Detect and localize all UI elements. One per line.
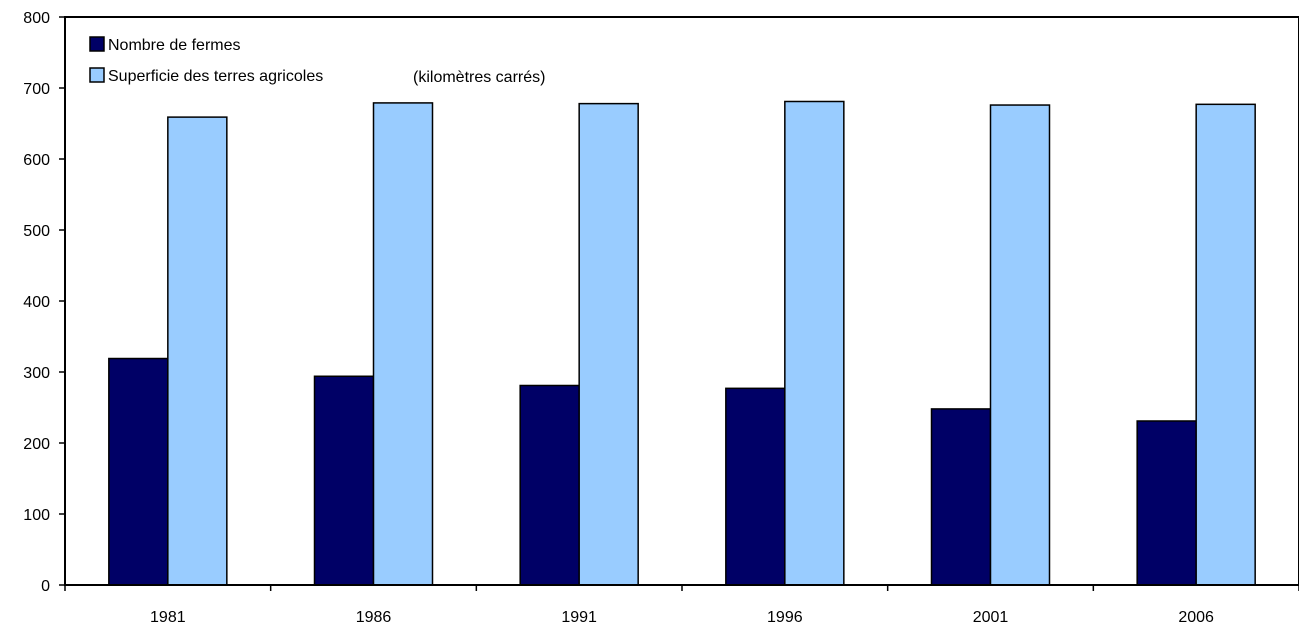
x-tick-label: 1996 xyxy=(767,609,803,626)
y-tick-label: 700 xyxy=(23,81,50,98)
bar-series-2-1996 xyxy=(784,100,845,586)
bar-series-2-1986 xyxy=(372,102,434,586)
bar-series-2-1981 xyxy=(167,116,228,586)
x-tick-label: 1991 xyxy=(561,609,597,626)
y-tick-label: 100 xyxy=(23,507,50,524)
y-tick-label: 800 xyxy=(23,10,50,27)
legend-label-series-2: Superficie des terres agricoles xyxy=(108,68,323,85)
legend-item-series-2: Superficie des terres agricoles (kilomèt… xyxy=(89,67,545,86)
bars xyxy=(108,100,1256,586)
bar-series-2-2006 xyxy=(1195,103,1256,586)
x-tick-label: 2001 xyxy=(973,609,1009,626)
y-tick-label: 600 xyxy=(23,152,50,169)
y-axis-ticks: 0 100 200 300 400 500 600 700 800 xyxy=(23,10,65,595)
legend-item-series-1: Nombre de fermes xyxy=(89,36,241,54)
y-tick-label: 400 xyxy=(23,294,50,311)
legend: Nombre de fermes Superficie des terres a… xyxy=(89,36,545,86)
x-tick-label: 1981 xyxy=(150,609,186,626)
bar-series-1-1981 xyxy=(108,357,169,586)
y-tick-label: 300 xyxy=(23,365,50,382)
legend-label-series-1: Nombre de fermes xyxy=(108,37,241,54)
legend-swatch-series-2 xyxy=(89,67,105,83)
legend-swatch-series-1 xyxy=(89,36,105,52)
bar-series-2-2001 xyxy=(989,104,1051,586)
x-tick-label: 1986 xyxy=(356,609,392,626)
x-tick-label: 2006 xyxy=(1178,609,1214,626)
bar-series-1-1996 xyxy=(725,387,786,586)
x-axis-ticks: 1981 1986 1991 1996 2001 2006 xyxy=(64,585,1299,626)
y-tick-label: 500 xyxy=(23,223,50,240)
bar-series-2-1991 xyxy=(578,102,639,586)
legend-unit-note: (kilomètres carrés) xyxy=(413,69,545,86)
bar-series-1-2001 xyxy=(930,408,992,586)
y-tick-label: 0 xyxy=(41,578,50,595)
bar-series-1-1991 xyxy=(519,384,580,586)
bar-series-1-2006 xyxy=(1136,420,1197,586)
y-tick-label: 200 xyxy=(23,436,50,453)
bar-series-1-1986 xyxy=(313,375,375,586)
plot-frame xyxy=(64,16,1299,586)
